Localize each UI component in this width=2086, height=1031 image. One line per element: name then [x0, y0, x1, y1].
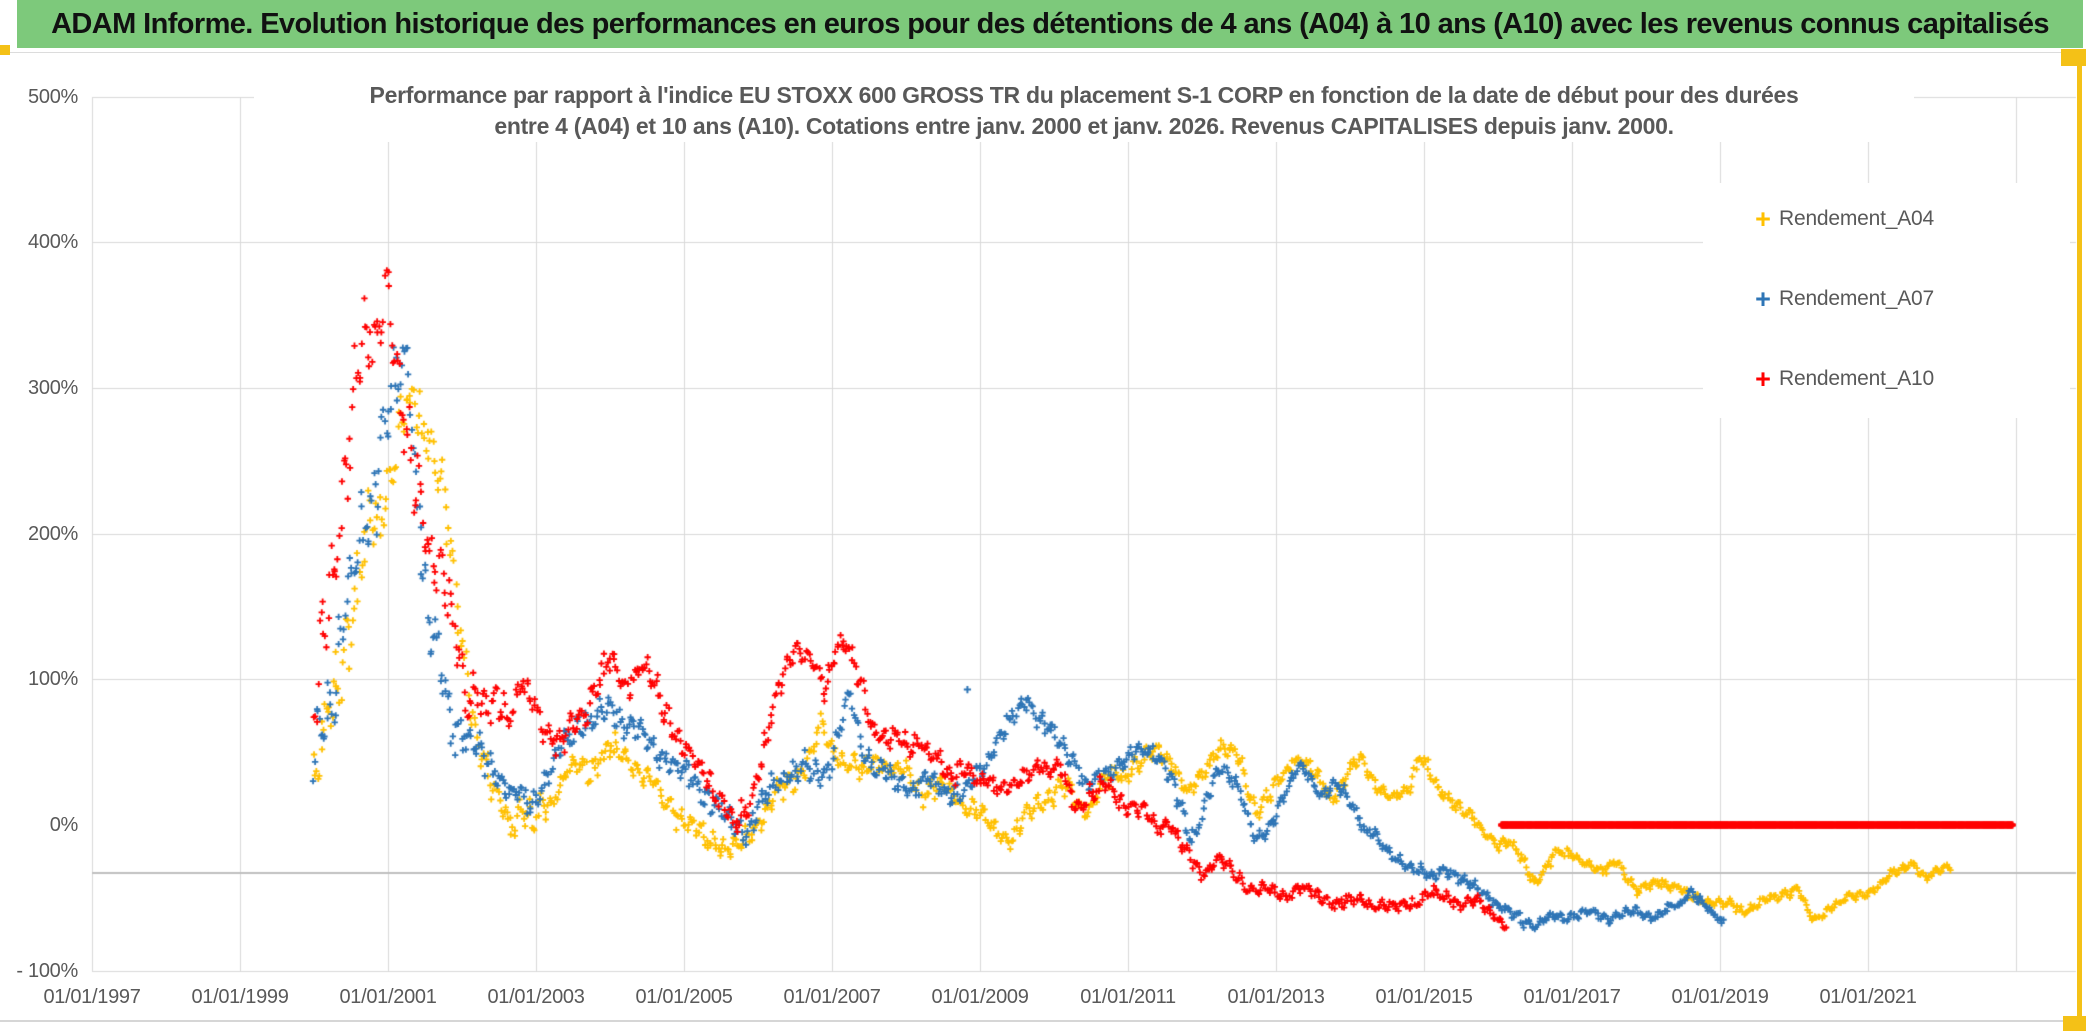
chart-title-line2: entre 4 (A04) et 10 ans (A10). Cotations…	[494, 113, 1674, 139]
chart-legend: + Rendement_A04 + Rendement_A07 + Rendement_A…	[1703, 183, 2070, 418]
plus-marker-icon: +	[1755, 364, 1771, 394]
x-tick-label: 01/01/2003	[487, 986, 585, 1008]
x-tick-label: 01/01/2017	[1523, 986, 1621, 1008]
plus-marker-icon: +	[1755, 284, 1771, 314]
x-tick-label: 01/01/2001	[339, 986, 437, 1008]
x-tick-label: 01/01/2015	[1375, 986, 1473, 1008]
y-tick-label: 0%	[49, 814, 79, 836]
y-tick-label: - 100%	[16, 959, 78, 982]
x-tick-label: 01/01/2009	[931, 986, 1029, 1008]
y-tick-label: 200%	[28, 522, 78, 545]
header-divider	[0, 52, 2086, 53]
bottom-right-corner-accent	[2063, 1016, 2086, 1031]
x-tick-label: 01/01/2013	[1227, 986, 1325, 1008]
y-tick-label: 100%	[28, 668, 78, 691]
y-tick-label: 400%	[28, 231, 78, 254]
page-title: ADAM Informe. Evolution historique des p…	[51, 7, 2049, 40]
top-right-corner-accent	[2061, 49, 2086, 66]
legend-item-rendement_a04[interactable]: + Rendement_A04	[1703, 197, 2070, 241]
x-tick-label: 01/01/2011	[1080, 986, 1176, 1008]
chart-header-bar[interactable]: ADAM Informe. Evolution historique des p…	[17, 0, 2083, 48]
legend-item-rendement_a07[interactable]: + Rendement_A07	[1703, 277, 2070, 321]
legend-item-rendement_a10[interactable]: + Rendement_A10	[1703, 357, 2070, 401]
chart-title: Performance par rapport à l'indice EU ST…	[254, 80, 1914, 142]
legend-label: Rendement_A04	[1779, 207, 1935, 230]
x-tick-label: 01/01/2019	[1671, 986, 1769, 1008]
y-tick-label: 300%	[28, 376, 78, 399]
legend-label: Rendement_A07	[1779, 287, 1935, 310]
plus-marker-icon: +	[1755, 204, 1771, 234]
x-tick-label: 01/01/1999	[191, 986, 289, 1008]
chart-title-line1: Performance par rapport à l'indice EU ST…	[369, 82, 1799, 108]
x-tick-label: 01/01/2021	[1819, 986, 1917, 1008]
y-tick-label: 500%	[28, 85, 78, 108]
right-edge-accent	[2077, 49, 2082, 1031]
x-tick-label: 01/01/2007	[783, 986, 881, 1008]
x-tick-label: 01/01/2005	[635, 986, 733, 1008]
x-tick-label: 01/01/1997	[43, 986, 141, 1008]
legend-label: Rendement_A10	[1779, 367, 1935, 390]
left-edge-accent	[0, 45, 10, 55]
bottom-divider	[0, 1020, 2063, 1022]
